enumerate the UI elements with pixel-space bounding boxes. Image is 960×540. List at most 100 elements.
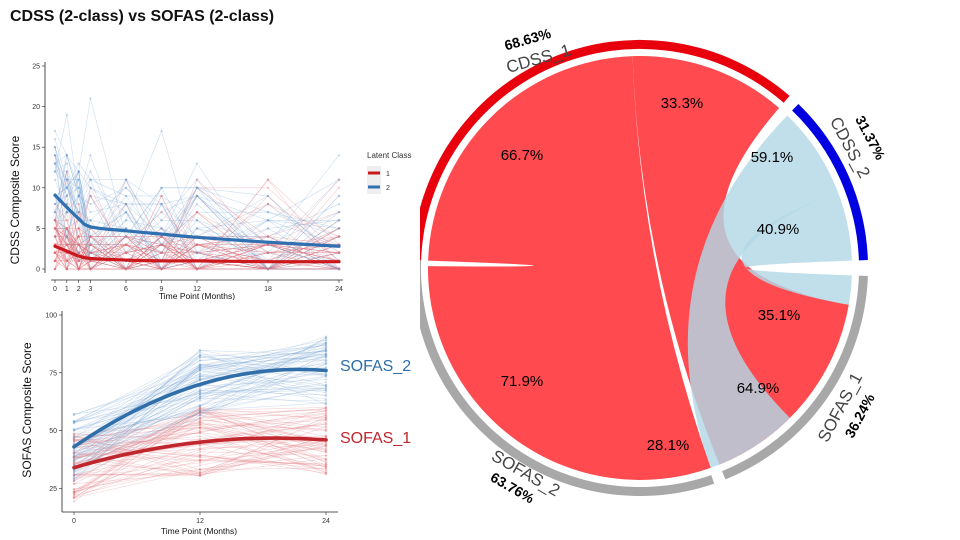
cdss-trajectory-point [160, 267, 163, 271]
cdss-trajectory-point [337, 210, 341, 214]
cdss-trajectory-point [337, 178, 341, 181]
cdss-trajectory-point [77, 251, 80, 254]
cdss-trajectory-point [65, 227, 69, 230]
sofas-trajectory-point [72, 461, 76, 465]
cdss-trajectory-point [89, 251, 92, 254]
cdss-trajectory-line [54, 179, 340, 246]
cdss-trajectory-point [65, 235, 69, 238]
cdss-trajectory-point [65, 227, 69, 230]
cdss-trajectory-point [77, 210, 80, 214]
cdss-trajectory-point [53, 219, 57, 222]
sofas-trajectory-point [198, 375, 202, 378]
cdss-trajectory-point [65, 243, 69, 246]
cdss-trajectory-point [160, 251, 163, 254]
sofas-trajectory-point [198, 365, 202, 369]
cdss-trajectory-point [160, 210, 163, 214]
sofas-x-tick-label: 0 [72, 518, 76, 525]
cdss-trajectory-point [53, 259, 57, 263]
cdss-trajectory-point [89, 219, 92, 222]
sofas-trajectory-point [198, 378, 202, 381]
cdss-trajectory-point [89, 243, 92, 246]
sofas-trajectory-point [198, 395, 202, 398]
sofas-trajectory-point [198, 428, 202, 432]
sofas-trajectory-line [73, 427, 327, 460]
sofas-trajectory-line [73, 413, 327, 467]
cdss-trajectory-point [337, 178, 341, 181]
cdss-trajectory-point [77, 259, 80, 263]
sofas-trajectory-point [324, 349, 328, 353]
sofas-trajectory-point [324, 409, 328, 412]
cdss-trajectory-point [89, 251, 92, 254]
sofas-trajectory-point [72, 427, 76, 431]
cdss-trajectory-point [337, 227, 341, 230]
cdss-trajectory-point [53, 202, 57, 206]
cdss-trajectory-point [65, 227, 69, 230]
cdss-class-1-mean-line [53, 244, 341, 264]
cdss-trajectory-point [89, 243, 92, 246]
sofas-trajectory-point [324, 407, 328, 410]
sofas-trajectory-point [324, 360, 328, 363]
cdss-trajectory-point [77, 178, 80, 181]
cdss-trajectory-point [160, 243, 163, 246]
sofas-trajectory-point [72, 436, 76, 439]
cdss-trajectory-point [53, 251, 57, 254]
sofas-trajectory-point [324, 450, 328, 454]
sofas-trajectory-point [324, 355, 328, 358]
cdss-trajectory-point [65, 186, 69, 189]
cdss-trajectory-point [89, 267, 92, 271]
cdss-trajectory-point [77, 259, 80, 263]
cdss-trajectory-point [195, 243, 199, 246]
cdss-trajectory-point [160, 194, 163, 198]
sofas-trajectory-line [73, 345, 327, 472]
sofas-trajectory-point [198, 389, 202, 393]
cdss-trajectory-point [337, 267, 341, 271]
sofas-trajectory-point [324, 384, 328, 387]
sofas-trajectory-point [72, 490, 76, 494]
cdss-trajectory-point [160, 267, 163, 271]
sofas-trajectory-point [324, 435, 328, 439]
sofas-trajectory-line [73, 442, 327, 477]
cdss-trajectory-point [124, 235, 128, 238]
sofas-trajectory-point [198, 468, 202, 471]
cdss-trajectory-point [124, 178, 128, 181]
cdss-trajectory-point [89, 267, 92, 271]
cdss-trajectory-line [54, 155, 340, 270]
cdss-trajectory-point [124, 243, 128, 246]
sofas-trajectory-point [198, 473, 202, 476]
cdss-trajectory-point [89, 243, 92, 246]
cdss-trajectory-point [266, 267, 270, 271]
sofas-trajectory-point [72, 457, 76, 460]
cdss-trajectory-point [337, 227, 341, 230]
cdss-trajectory-point [266, 235, 270, 238]
sofas-x-tick-label: 24 [322, 518, 330, 525]
cdss-trajectory-point [337, 267, 341, 271]
cdss-trajectory-point [266, 219, 270, 222]
cdss-trajectory-point [77, 267, 80, 271]
sofas-trajectory-line [73, 409, 327, 493]
cdss-trajectory-point [77, 243, 80, 246]
cdss-trajectory-point [53, 251, 57, 254]
cdss-trajectory-point [77, 243, 80, 246]
cdss-trajectory-point [160, 243, 163, 246]
cdss-trajectory-point [337, 267, 341, 271]
sofas-trajectory-point [72, 477, 76, 480]
cdss-trajectory-point [53, 162, 57, 165]
cdss-trajectory-point [65, 170, 69, 173]
cdss-trajectory-point [65, 259, 69, 263]
cdss-trajectory-point [89, 251, 92, 254]
cdss-trajectory-point [266, 251, 270, 254]
cdss-trajectory-point [53, 227, 57, 230]
cdss-trajectory-point [77, 210, 80, 214]
sofas-trajectory-line [73, 427, 327, 458]
cdss-trajectory-point [77, 251, 80, 254]
cdss-trajectory-point [195, 186, 199, 189]
sofas-trajectory-line [73, 337, 327, 443]
cdss-trajectory-point [195, 243, 199, 246]
cdss-trajectory-point [124, 202, 128, 206]
sofas-trajectory-line [73, 353, 327, 466]
cdss-trajectory-point [160, 267, 163, 271]
sofas-trajectory-point [324, 349, 328, 353]
cdss-trajectory-point [77, 267, 80, 271]
cdss-trajectory-point [65, 210, 69, 214]
cdss-trajectory-point [266, 243, 270, 246]
